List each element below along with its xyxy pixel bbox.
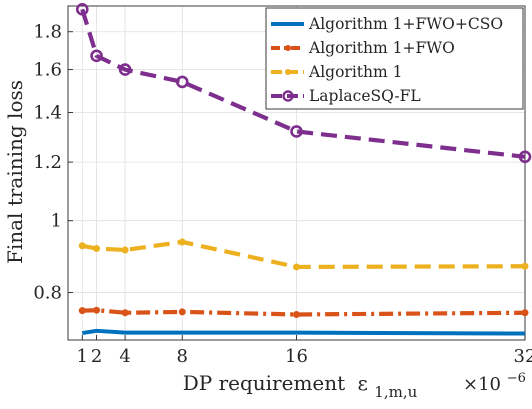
x-axis-label-subscript: 1,m,u [374,383,417,401]
data-point [93,245,101,253]
y-tick-label: 1 [51,211,62,232]
y-tick-label: 1.4 [33,103,62,124]
data-point [293,310,300,318]
data-point [78,242,86,250]
legend-marker [285,69,291,75]
data-point [178,238,186,246]
data-point [75,3,89,16]
data-point [93,306,101,314]
series-layer [75,3,532,336]
x-axis-multiplier-base: ×10 [463,374,501,395]
data-point [121,246,129,254]
series-line [80,8,526,159]
legend-box [265,7,524,110]
y-axis-label: Final training loss [3,80,27,264]
x-tick-label: 8 [177,346,188,367]
legend-label: Algorithm 1+FWO [308,39,455,57]
series-algorithm-1-fwo [78,306,529,318]
data-point [178,308,186,316]
y-tick-label: 1.6 [33,60,62,81]
legend-marker [282,90,294,102]
legend: Algorithm 1+FWO+CSO Algorithm 1+FWO Algori… [265,7,524,110]
series-algorithm-1 [78,238,529,271]
data-point [521,309,529,317]
x-axis-label-symbol: ε [358,371,368,395]
data-point [290,125,303,138]
data-point [78,307,86,315]
legend-label: Algorithm 1+FWO+CSO [308,15,503,33]
x-tick-label: 4 [119,346,130,367]
series-algorithm-1-fwo-cso [81,328,526,336]
x-axis-multiplier-exponent: −6 [507,371,526,386]
legend-label: LaplaceSQ-FL [309,87,421,105]
y-tick-label: 1.2 [33,152,62,173]
y-tick-label: 1.8 [33,22,62,43]
legend-entry: Algorithm 1+FWO [271,39,455,57]
data-point [118,63,132,76]
legend-entry: LaplaceSQ-FL [271,87,421,105]
legend-marker [285,45,291,51]
data-point [90,49,103,63]
y-tick-label: 0.8 [33,282,62,303]
data-point [293,263,300,271]
data-point [175,75,189,89]
data-point [521,262,529,270]
series-laplacesq-fl [75,3,532,164]
x-tick-label: 2 [91,346,102,367]
legend-entry: Algorithm 1+FWO+CSO [271,15,503,33]
series-line [81,328,526,336]
x-axis-label: DP requirement ε 1,m,u [183,371,418,401]
x-axis-multiplier: ×10 −6 [463,371,526,395]
tick-labels: 1 2 4 8 16 320.811.21.41.61.8 [33,22,532,367]
x-axis-label-text: DP requirement [183,371,345,395]
legend-entry: Algorithm 1 [271,63,402,81]
series-line [81,239,526,270]
data-point [121,309,129,317]
data-point [518,150,532,164]
x-tick-label: 16 [285,346,308,367]
series-line [82,308,526,317]
legend-label: Algorithm 1 [308,63,402,81]
x-tick-label: 32 [514,346,532,367]
x-tick-label: 1 [77,346,88,367]
